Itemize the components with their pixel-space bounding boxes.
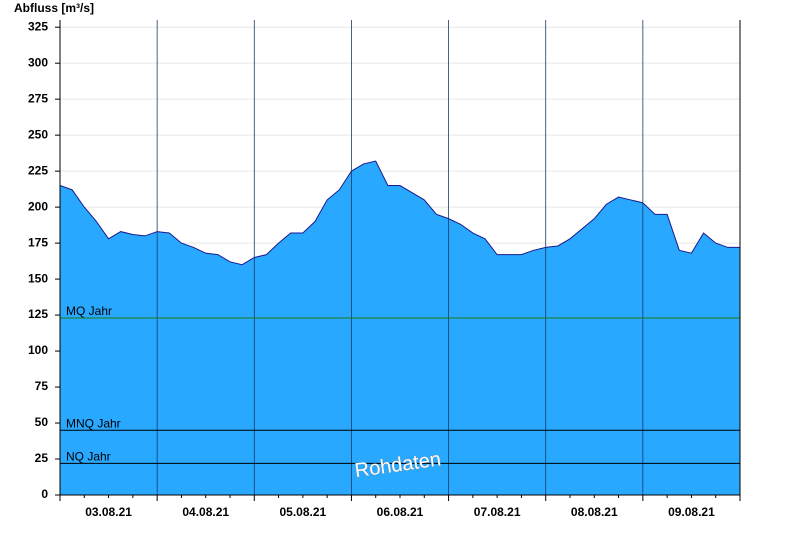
x-tick-label: 09.08.21 <box>668 505 715 519</box>
y-tick-label: 25 <box>35 451 49 465</box>
y-tick-label: 150 <box>28 271 48 285</box>
x-tick-label: 03.08.21 <box>85 505 132 519</box>
y-tick-label: 300 <box>28 55 48 69</box>
y-tick-label: 200 <box>28 199 48 213</box>
x-tick-label: 05.08.21 <box>279 505 326 519</box>
area-line <box>59 160 740 266</box>
y-tick-label: 50 <box>35 415 49 429</box>
y-tick-label: 225 <box>28 163 48 177</box>
y-tick-label: 0 <box>41 487 48 501</box>
x-tick-label: 04.08.21 <box>182 505 229 519</box>
x-tick-label: 08.08.21 <box>571 505 618 519</box>
y-tick-label: 250 <box>28 127 48 141</box>
reference-label: NQ Jahr <box>66 450 111 464</box>
x-tick-label: 07.08.21 <box>474 505 521 519</box>
y-tick-label: 100 <box>28 343 48 357</box>
x-tick-label: 06.08.21 <box>377 505 424 519</box>
y-axis-title: Abfluss [m³/s] <box>14 1 94 15</box>
reference-label: MNQ Jahr <box>66 416 121 430</box>
reference-label: MQ Jahr <box>66 304 112 318</box>
y-tick-label: 175 <box>28 235 48 249</box>
y-tick-label: 325 <box>28 19 48 33</box>
y-tick-label: 75 <box>35 379 49 393</box>
y-tick-label: 125 <box>28 307 48 321</box>
y-tick-label: 275 <box>28 91 48 105</box>
area-fill <box>60 161 740 495</box>
